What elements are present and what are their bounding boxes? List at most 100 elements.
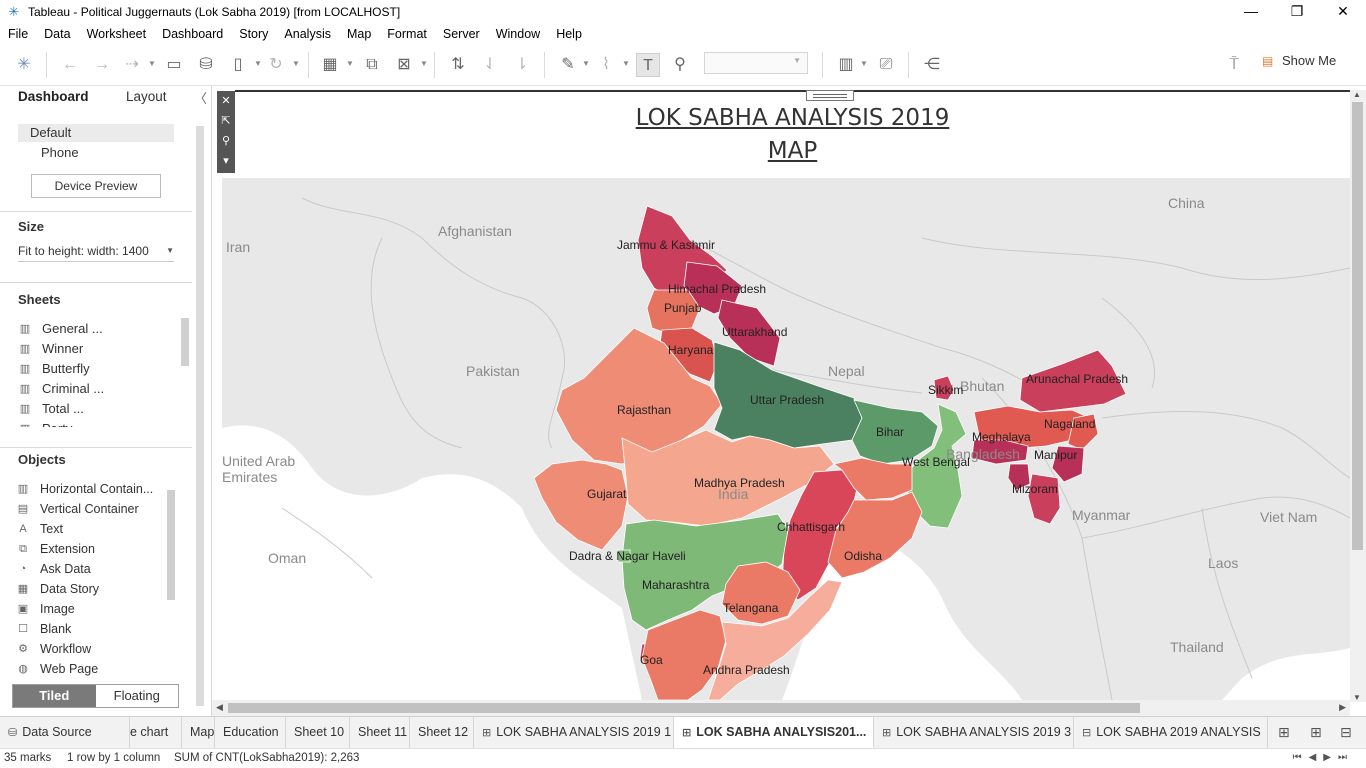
state-uttarakhand[interactable] bbox=[717, 299, 781, 367]
remove-object-icon[interactable]: ✕ bbox=[221, 95, 231, 107]
menu-story[interactable]: Story bbox=[239, 26, 269, 41]
minimize-button[interactable]: — bbox=[1244, 3, 1258, 19]
sheets-scrollbar[interactable] bbox=[181, 318, 189, 366]
state-bihar[interactable] bbox=[851, 399, 939, 465]
new-story-tab-icon[interactable]: ⊟ bbox=[1340, 724, 1352, 740]
highlight-icon[interactable]: ✎ bbox=[561, 56, 575, 73]
india-map[interactable]: China Afghanistan Iran Pakistan Nepal Bh… bbox=[222, 178, 1350, 700]
device-default-option[interactable]: Default bbox=[18, 124, 174, 142]
tiled-button[interactable]: Tiled bbox=[13, 685, 96, 707]
state-sikkim[interactable] bbox=[933, 375, 955, 401]
menu-data[interactable]: Data bbox=[44, 26, 71, 41]
state-rajasthan[interactable] bbox=[555, 327, 723, 465]
state-arunachal-pradesh[interactable] bbox=[1019, 349, 1127, 413]
sheet-item[interactable]: ▥ Butterfly bbox=[19, 361, 90, 376]
object-item[interactable]: ◍ Web Page bbox=[16, 659, 164, 679]
refresh-icon[interactable]: ↻ bbox=[269, 56, 283, 73]
sidebar-scrollbar[interactable] bbox=[193, 114, 207, 714]
duplicate-sheet-icon[interactable]: ⧉ bbox=[366, 56, 378, 73]
container-drag-handle[interactable] bbox=[806, 90, 854, 101]
sort-ascending-icon[interactable]: ⇃ bbox=[483, 56, 497, 73]
new-data-source-icon[interactable]: ⛁ bbox=[199, 56, 213, 73]
floating-button[interactable]: Floating bbox=[95, 685, 178, 707]
swap-rows-columns-icon[interactable]: ⇅ bbox=[451, 56, 465, 73]
sheet-item[interactable]: ▥ Total ... bbox=[19, 401, 84, 416]
clear-sheet-icon[interactable]: ⊠ bbox=[397, 56, 411, 73]
state-west-bengal[interactable] bbox=[903, 403, 967, 529]
show-hide-cards-icon[interactable]: ⍑ bbox=[1229, 56, 1239, 73]
fit-dropdown[interactable]: ▼ bbox=[704, 52, 808, 74]
menu-window[interactable]: Window bbox=[495, 26, 541, 41]
state-meghalaya[interactable] bbox=[971, 439, 1029, 465]
state-nagaland[interactable] bbox=[1067, 413, 1099, 451]
object-item[interactable]: ▤ Vertical Container bbox=[17, 502, 139, 516]
replay-icon[interactable]: ⇢ bbox=[125, 56, 139, 73]
device-phone-option[interactable]: Phone bbox=[41, 145, 79, 160]
close-window-button[interactable]: ✕ bbox=[1337, 3, 1349, 19]
state-odisha[interactable] bbox=[827, 491, 923, 579]
share-icon[interactable]: ⋲ bbox=[924, 56, 940, 73]
collapse-sidebar-icon[interactable]: 〈 bbox=[194, 91, 208, 106]
object-item[interactable]: ▥ Horizontal Contain... bbox=[17, 482, 154, 496]
sort-descending-icon[interactable]: ⇂ bbox=[515, 56, 529, 73]
menu-server[interactable]: Server bbox=[442, 26, 480, 41]
sheet-item[interactable]: ▥ Criminal ... bbox=[19, 381, 105, 396]
state-jharkhand[interactable] bbox=[833, 457, 913, 501]
fix-axes-icon[interactable]: ⚲ bbox=[674, 56, 686, 73]
menu-help[interactable]: Help bbox=[556, 26, 582, 41]
object-item[interactable]: ▦ Data Story bbox=[17, 582, 100, 596]
tab-sheet-11[interactable]: Sheet 11 bbox=[350, 717, 410, 748]
new-worksheet-tab-icon[interactable]: ⊞ bbox=[1278, 724, 1290, 740]
redo-icon[interactable]: → bbox=[94, 56, 110, 73]
tab-lok-sabha-analysis-1[interactable]: ⊞ LOK SABHA ANALYSIS 2019 1 bbox=[474, 717, 674, 748]
scroll-up-icon[interactable]: ▲ bbox=[1353, 90, 1361, 99]
undo-icon[interactable]: ← bbox=[62, 56, 78, 73]
object-item[interactable]: ☐ Blank bbox=[16, 619, 164, 639]
go-to-sheet-icon[interactable]: ⇱ bbox=[221, 115, 231, 127]
object-item[interactable]: ▣ Image bbox=[17, 602, 75, 616]
more-options-icon[interactable]: ▾ bbox=[223, 155, 229, 167]
presentation-mode-icon[interactable]: ⎚ bbox=[879, 56, 893, 73]
state-uttar-pradesh[interactable] bbox=[713, 341, 863, 449]
menu-format[interactable]: Format bbox=[387, 26, 427, 41]
menu-map[interactable]: Map bbox=[346, 26, 372, 41]
tab-lok-sabha-analysis-2[interactable]: ⊞ LOK SABHA ANALYSIS201... bbox=[674, 717, 874, 748]
state-manipur[interactable] bbox=[1051, 445, 1085, 483]
object-item[interactable]: A Text bbox=[16, 519, 164, 539]
state-gujarat[interactable] bbox=[533, 459, 629, 551]
size-select[interactable]: Fit to height: width: 1400 ▼ bbox=[18, 242, 174, 262]
tab-education[interactable]: Education bbox=[215, 717, 286, 748]
save-icon[interactable]: ▭ bbox=[166, 56, 182, 73]
fit-view-icon[interactable]: ▥ bbox=[838, 56, 854, 73]
new-dashboard-tab-icon[interactable]: ⊞ bbox=[1310, 724, 1322, 740]
pause-updates-icon[interactable]: ▯ bbox=[233, 56, 243, 73]
new-worksheet-icon[interactable]: ▦ bbox=[322, 56, 338, 73]
scroll-left-icon[interactable]: ◀ bbox=[216, 702, 223, 712]
tab-e-chart[interactable]: e chart bbox=[130, 717, 182, 748]
object-item[interactable]: ⚙ Workflow bbox=[16, 639, 164, 659]
tab-map[interactable]: Map bbox=[182, 717, 215, 748]
menu-file[interactable]: File bbox=[8, 26, 29, 41]
device-preview-button[interactable]: Device Preview bbox=[31, 174, 161, 198]
group-members-icon[interactable]: ⌇ bbox=[602, 56, 610, 73]
state-andhra-pradesh[interactable] bbox=[707, 579, 843, 700]
state-karnataka[interactable] bbox=[641, 609, 727, 700]
scroll-right-icon[interactable]: ▶ bbox=[1339, 702, 1346, 712]
tab-layout-pane[interactable]: Layout bbox=[126, 89, 167, 104]
state-tripura[interactable] bbox=[1007, 463, 1031, 491]
state-mizoram[interactable] bbox=[1027, 473, 1061, 525]
menu-analysis[interactable]: Analysis bbox=[284, 26, 331, 41]
sheet-item[interactable]: ▥Party ... bbox=[18, 419, 178, 427]
sheet-item[interactable]: ▥ Winner bbox=[19, 341, 84, 356]
object-item[interactable]: ◔ Ask Data bbox=[16, 559, 164, 579]
tab-dashboard-pane[interactable]: Dashboard bbox=[18, 89, 89, 104]
show-mark-labels-icon[interactable]: T bbox=[636, 53, 660, 77]
object-item[interactable]: ⧉ Extension bbox=[16, 539, 164, 559]
state-dadra-nagar-haveli[interactable] bbox=[617, 549, 631, 563]
restore-button[interactable]: ❐ bbox=[1290, 3, 1304, 19]
state-telangana[interactable] bbox=[721, 561, 801, 625]
tab-lok-sabha-2019-analysis[interactable]: ⊟ LOK SABHA 2019 ANALYSIS bbox=[1074, 717, 1268, 748]
canvas-horizontal-scrollbar[interactable]: ◀ ▶ bbox=[212, 700, 1350, 716]
tableau-home-icon[interactable]: ✳ bbox=[17, 56, 31, 73]
pin-icon[interactable]: ⚲ bbox=[221, 135, 231, 147]
